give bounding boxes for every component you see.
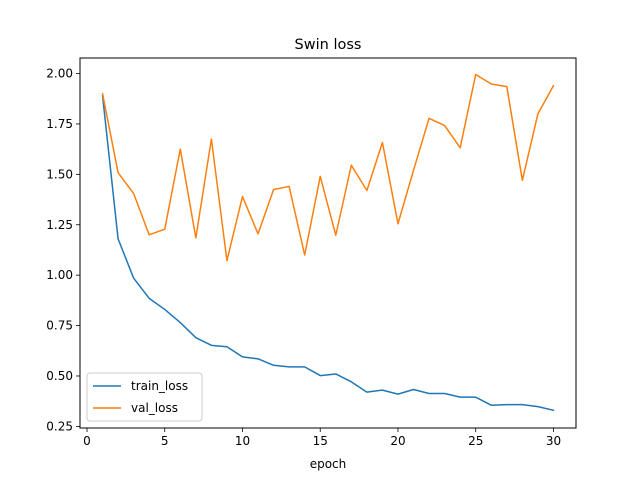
y-tick-label: 0.25: [46, 419, 73, 433]
y-tick-label: 1.50: [46, 167, 73, 181]
y-axis-ticks: 0.25 0.50 0.75 1.00 1.25 1.50 1.75 2.00: [46, 67, 80, 433]
x-tick-label: 20: [390, 434, 405, 448]
legend-box: [86, 372, 203, 422]
y-tick-label: 1.75: [46, 117, 73, 131]
series-layer: [101, 73, 555, 412]
y-tick-label: 1.00: [46, 268, 73, 282]
legend-label-train-loss: train_loss: [131, 379, 188, 393]
chart-title: Swin loss: [295, 37, 362, 53]
y-tick-label: 0.75: [46, 319, 73, 333]
plot-frame: [79, 57, 577, 429]
legend: train_loss val_loss: [86, 372, 203, 422]
legend-label-val-loss: val_loss: [131, 401, 178, 415]
y-tick-label: 2.00: [46, 67, 73, 81]
x-tick-label: 5: [161, 434, 169, 448]
x-axis-label: epoch: [310, 457, 347, 471]
x-tick-label: 25: [468, 434, 483, 448]
y-tick-label: 1.25: [46, 218, 73, 232]
x-tick-label: 15: [313, 434, 328, 448]
series-line-val-loss: [101, 73, 555, 262]
x-tick-label: 10: [235, 434, 250, 448]
x-tick-label: 30: [546, 434, 561, 448]
x-axis-ticks: 0 5 10 15 20 25 30: [83, 428, 561, 448]
x-tick-label: 0: [83, 434, 91, 448]
series-line-train-loss: [101, 94, 555, 412]
y-tick-label: 0.50: [46, 369, 73, 383]
